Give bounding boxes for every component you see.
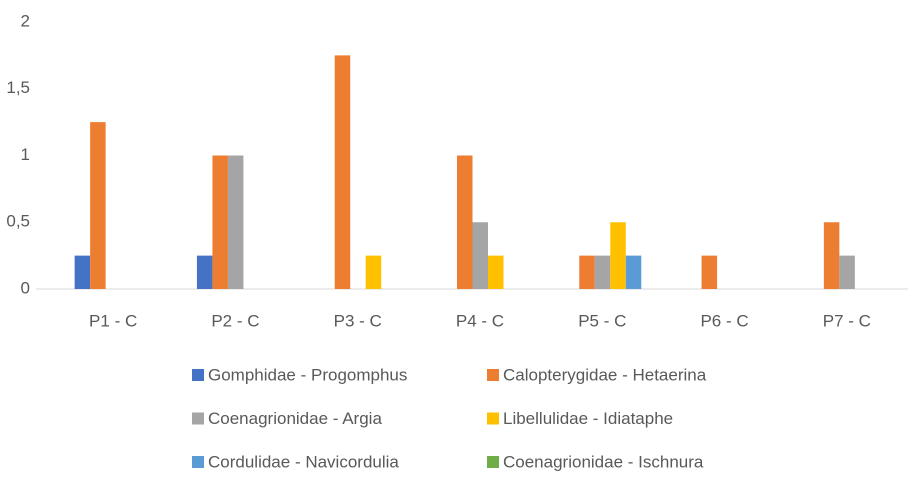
bar bbox=[366, 256, 382, 289]
bar bbox=[626, 256, 642, 289]
page: 0 0,5 1 1,5 2 P1 - C P2 - C P3 - C P4 - C P5 - C P… bbox=[0, 0, 912, 479]
bar bbox=[90, 122, 106, 289]
bar bbox=[75, 256, 91, 289]
y-tick-label: 1,5 bbox=[6, 78, 30, 97]
x-tick-label: P7 - C bbox=[823, 311, 871, 330]
legend-label: Libellulidae - Idiataphe bbox=[503, 409, 673, 428]
bar bbox=[595, 256, 611, 289]
bar bbox=[335, 55, 351, 289]
legend-swatch bbox=[192, 413, 204, 425]
x-tick-label: P5 - C bbox=[578, 311, 626, 330]
bar bbox=[197, 256, 213, 289]
legend-label: Calopterygidae - Hetaerina bbox=[503, 365, 707, 384]
legend-swatch bbox=[487, 369, 499, 381]
legend-swatch bbox=[192, 456, 204, 468]
y-tick-label: 1 bbox=[21, 145, 30, 164]
x-tick-label: P3 - C bbox=[334, 311, 382, 330]
bar bbox=[839, 256, 855, 289]
bar bbox=[473, 222, 489, 289]
x-tick-label: P1 - C bbox=[89, 311, 137, 330]
y-tick-label: 0,5 bbox=[6, 212, 30, 231]
bar bbox=[610, 222, 626, 289]
legend-swatch bbox=[487, 456, 499, 468]
legend-swatch bbox=[487, 413, 499, 425]
legend-label: Gomphidae - Progomphus bbox=[208, 365, 407, 384]
legend-swatch bbox=[192, 369, 204, 381]
bar bbox=[228, 156, 244, 290]
bar bbox=[457, 156, 473, 290]
bar bbox=[488, 256, 504, 289]
bar bbox=[824, 222, 840, 289]
legend-label: Coenagrionidae - Ischnura bbox=[503, 452, 704, 471]
y-tick-label: 0 bbox=[21, 278, 30, 297]
bar bbox=[579, 256, 595, 289]
x-tick-label: P6 - C bbox=[700, 311, 748, 330]
legend-label: Cordulidae - Navicordulia bbox=[208, 452, 399, 471]
legend-label: Coenagrionidae - Argia bbox=[208, 409, 382, 428]
bar bbox=[702, 256, 718, 289]
y-tick-label: 2 bbox=[21, 11, 30, 30]
bar bbox=[212, 156, 228, 290]
x-tick-label: P2 - C bbox=[211, 311, 259, 330]
x-tick-label: P4 - C bbox=[456, 311, 504, 330]
chart: 0 0,5 1 1,5 2 P1 - C P2 - C P3 - C P4 - C P5 - C P… bbox=[0, 0, 912, 479]
